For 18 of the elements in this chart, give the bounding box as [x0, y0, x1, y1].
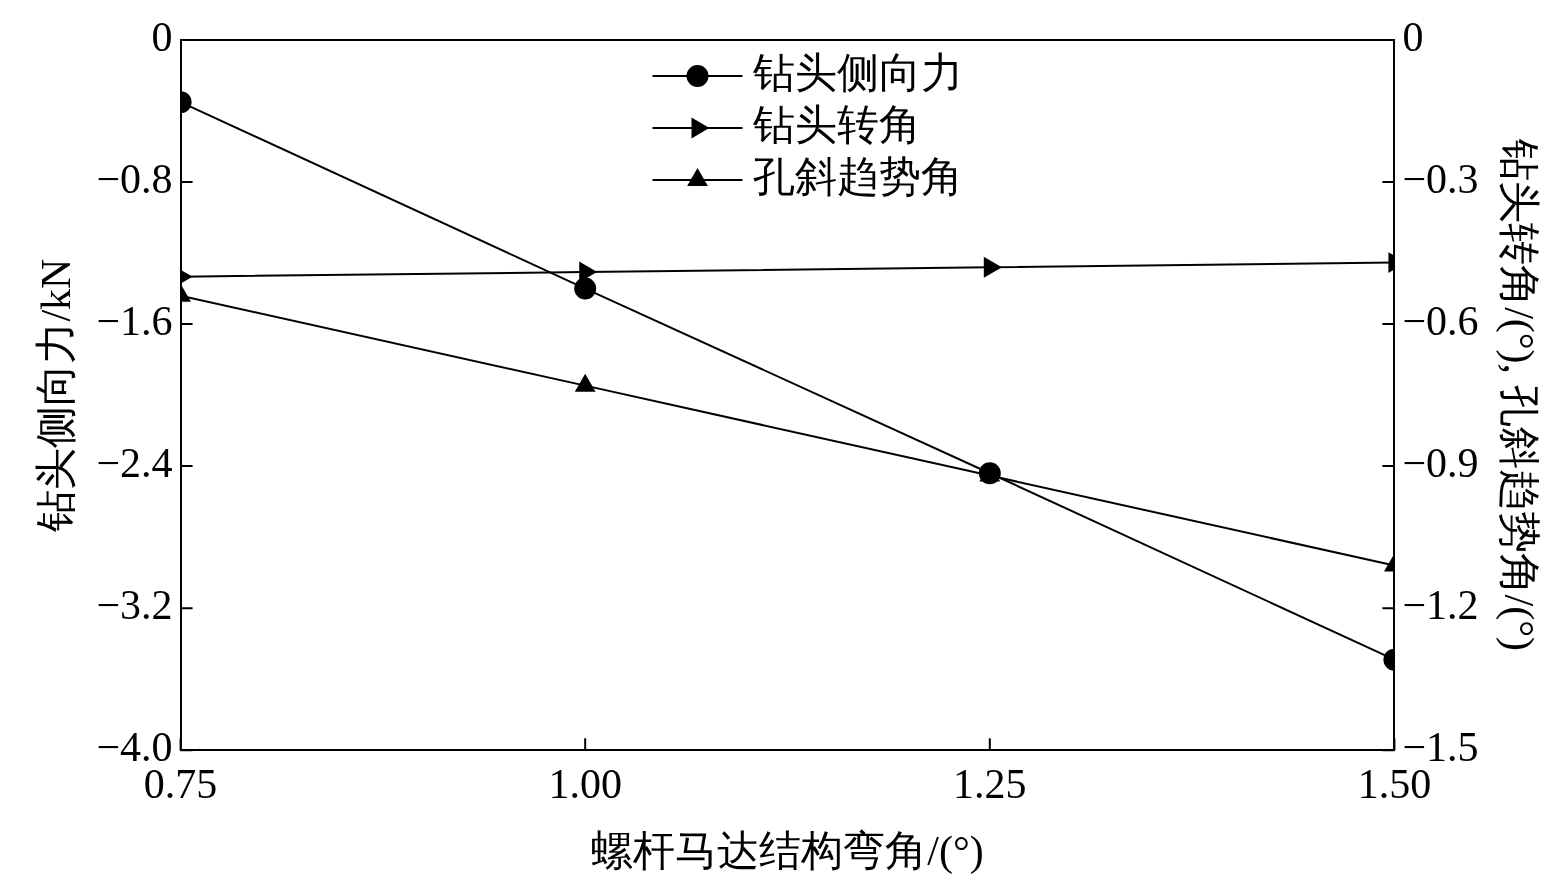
y-tick-label: −1.6 — [96, 298, 173, 345]
legend-label: 孔斜趋势角 — [752, 154, 963, 201]
y-tick-label: −0.8 — [96, 156, 173, 203]
y-tick-label: −2.4 — [96, 440, 173, 487]
x-tick-label: 1.25 — [953, 761, 1027, 808]
y2-tick-label: −0.3 — [1402, 156, 1479, 203]
y2-axis-title: 钻头转角/(°), 孔斜趋势角/(°) — [1494, 138, 1542, 652]
y-tick-label: −3.2 — [96, 582, 173, 629]
y-axis-title: 钻头侧向力/kN — [33, 258, 80, 533]
y2-tick-label: 0 — [1402, 14, 1424, 61]
legend-label: 钻头转角 — [751, 102, 921, 149]
y2-tick-label: −1.2 — [1402, 582, 1479, 629]
y-tick-label: 0 — [151, 14, 173, 61]
legend-label: 钻头侧向力 — [751, 50, 963, 97]
y2-tick-label: −0.6 — [1402, 298, 1479, 345]
y2-tick-label: −0.9 — [1402, 440, 1479, 487]
x-axis-title: 螺杆马达结构弯角/(°) — [591, 827, 984, 875]
x-tick-label: 1.00 — [548, 761, 622, 808]
